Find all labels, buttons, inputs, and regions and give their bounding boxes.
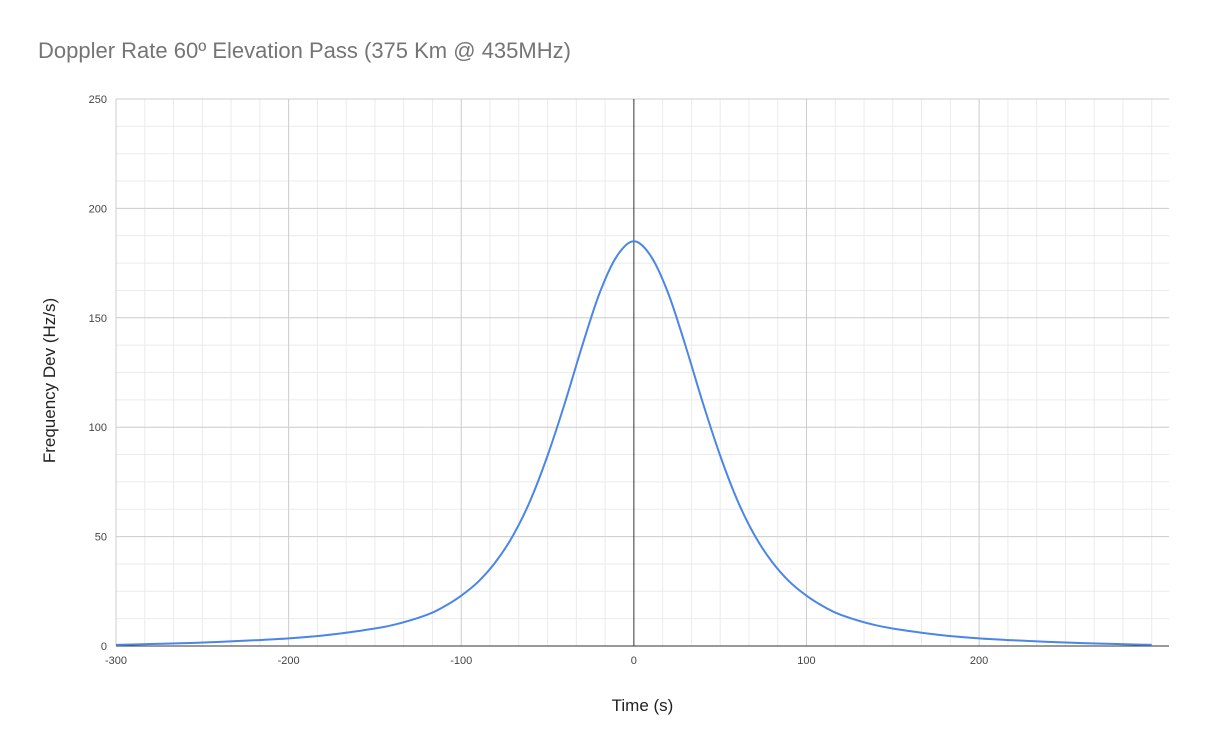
axes (116, 99, 1169, 647)
x-axis-title: Time (s) (612, 696, 674, 715)
x-tick-label: 200 (970, 655, 988, 667)
x-tick-label: 0 (631, 655, 637, 667)
y-tick-label: 250 (89, 94, 107, 106)
y-tick-label: 200 (89, 203, 107, 215)
chart-title: Doppler Rate 60º Elevation Pass (375 Km … (38, 38, 571, 63)
x-tick-label: -200 (278, 655, 300, 667)
y-tick-label: 50 (95, 532, 107, 544)
y-tick-label: 100 (89, 422, 107, 434)
y-axis-title: Frequency Dev (Hz/s) (40, 298, 59, 463)
series-layer (115, 240, 1152, 646)
x-tick-label: 100 (797, 655, 815, 667)
series-line (115, 240, 1152, 646)
tick-labels: -300 -200 -100 0 100 200 0 50 100 150 200 250 (89, 94, 989, 667)
y-tick-label: 0 (101, 641, 107, 653)
minor-gridlines (116, 99, 1169, 646)
x-tick-label: -100 (450, 655, 472, 667)
y-tick-label: 150 (89, 313, 107, 325)
major-gridlines (115, 98, 1169, 646)
x-tick-label: -300 (105, 655, 127, 667)
